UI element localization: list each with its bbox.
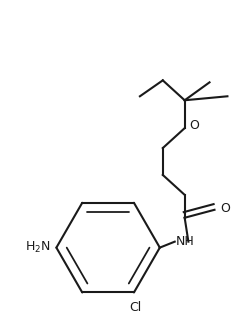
Text: NH: NH bbox=[176, 235, 195, 248]
Text: O: O bbox=[221, 202, 230, 215]
Text: H$_2$N: H$_2$N bbox=[24, 240, 50, 255]
Text: Cl: Cl bbox=[129, 301, 141, 315]
Text: O: O bbox=[190, 119, 200, 132]
